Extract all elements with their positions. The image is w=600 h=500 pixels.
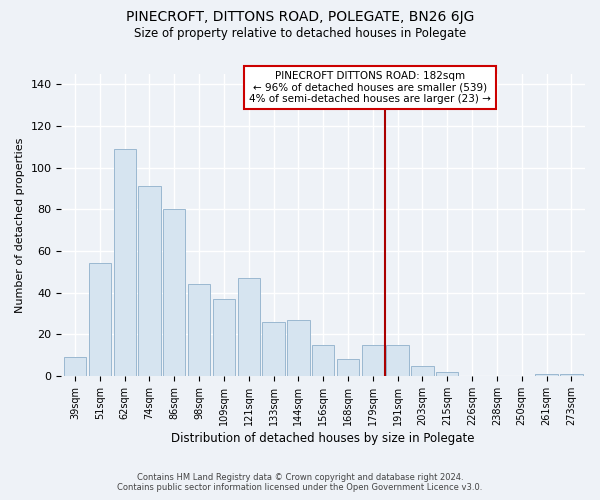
- Bar: [163, 210, 185, 376]
- Bar: [287, 320, 310, 376]
- Bar: [386, 344, 409, 376]
- Bar: [411, 366, 434, 376]
- Bar: [113, 149, 136, 376]
- X-axis label: Distribution of detached houses by size in Polegate: Distribution of detached houses by size …: [172, 432, 475, 445]
- Bar: [213, 299, 235, 376]
- Bar: [139, 186, 161, 376]
- Bar: [535, 374, 558, 376]
- Bar: [262, 322, 285, 376]
- Bar: [436, 372, 458, 376]
- Text: Contains HM Land Registry data © Crown copyright and database right 2024.
Contai: Contains HM Land Registry data © Crown c…: [118, 473, 482, 492]
- Y-axis label: Number of detached properties: Number of detached properties: [15, 137, 25, 312]
- Bar: [560, 374, 583, 376]
- Bar: [337, 360, 359, 376]
- Bar: [362, 344, 384, 376]
- Bar: [64, 357, 86, 376]
- Bar: [188, 284, 210, 376]
- Bar: [89, 264, 111, 376]
- Bar: [312, 344, 334, 376]
- Text: PINECROFT, DITTONS ROAD, POLEGATE, BN26 6JG: PINECROFT, DITTONS ROAD, POLEGATE, BN26 …: [126, 10, 474, 24]
- Text: Size of property relative to detached houses in Polegate: Size of property relative to detached ho…: [134, 28, 466, 40]
- Text: PINECROFT DITTONS ROAD: 182sqm
← 96% of detached houses are smaller (539)
4% of : PINECROFT DITTONS ROAD: 182sqm ← 96% of …: [250, 71, 491, 104]
- Bar: [238, 278, 260, 376]
